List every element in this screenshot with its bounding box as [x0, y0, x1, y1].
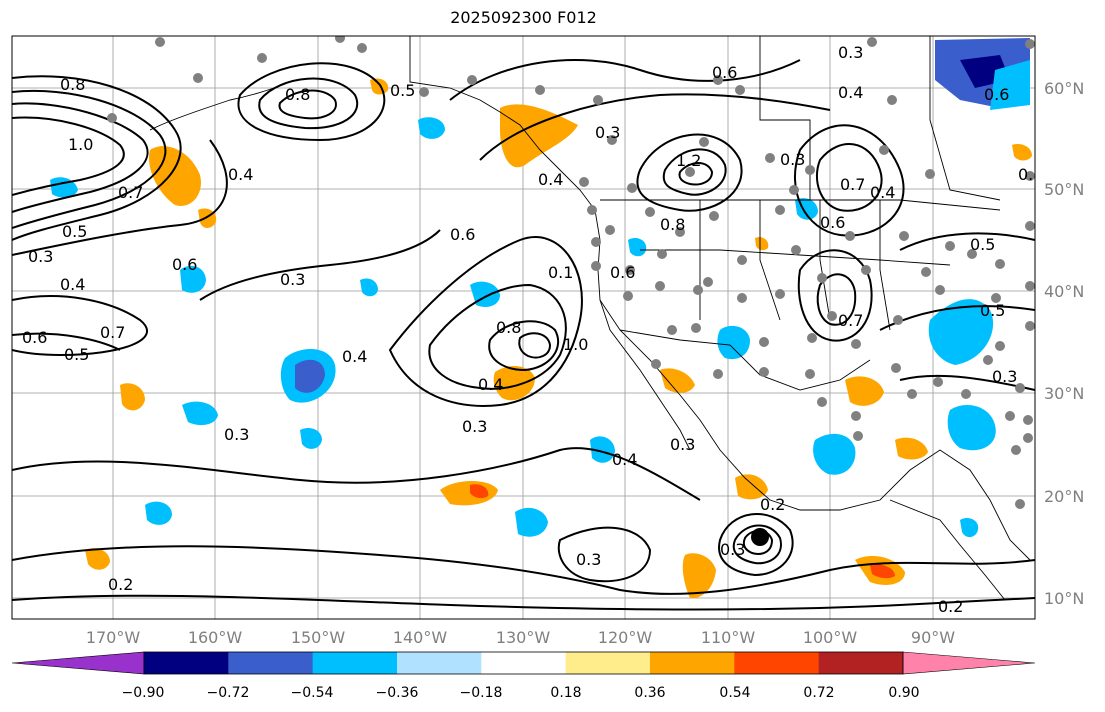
anomaly-shading [50, 38, 1032, 599]
colorbar-tick: −0.72 [207, 685, 250, 701]
contour-label: 0.6 [610, 263, 635, 282]
longitude-labels: 170°W 160°W 150°W 140°W 130°W 120°W 110°… [86, 628, 955, 647]
contour-label: 0.5 [970, 235, 995, 254]
lon-label: 170°W [86, 628, 141, 647]
contour-label: 0.6 [984, 85, 1009, 104]
contour-label: 0.3 [576, 550, 601, 569]
map-title: 2025092300 F012 [450, 8, 597, 27]
contour-label: 0.3 [838, 43, 863, 62]
colorbar-tick: −0.18 [460, 685, 503, 701]
contour-label: 0.7 [840, 175, 865, 194]
contour-label: 0.4 [478, 375, 503, 394]
contour-label: 0.8 [285, 85, 310, 104]
contour-label: 0.4 [838, 83, 863, 102]
contour-label: 0.2 [760, 495, 785, 514]
contour-label: 0.1 [548, 263, 573, 282]
lon-label: 150°W [291, 628, 346, 647]
colorbar-tick: 0.18 [550, 685, 581, 701]
lat-label: 60°N [1044, 79, 1084, 98]
lon-label: 120°W [598, 628, 653, 647]
contour-label: 0.3 [462, 417, 487, 436]
contour-label: 1.2 [676, 151, 701, 170]
colorbar-swatch [818, 652, 904, 674]
colorbar-tick: 0.90 [888, 685, 919, 701]
lon-label: 130°W [496, 628, 551, 647]
contour-label: 0.5 [64, 345, 89, 364]
contour-label: 0.4 [538, 170, 563, 189]
contour-label: 0.8 [660, 215, 685, 234]
lat-label: 10°N [1044, 589, 1084, 608]
colorbar-swatch [650, 652, 735, 674]
colorbar-swatch [481, 652, 567, 674]
contour-label: 0.7 [838, 311, 863, 330]
colorbar-swatch [734, 652, 820, 674]
contour-label: 0.7 [118, 183, 143, 202]
contour-label: 0.6 [820, 213, 845, 232]
contour-label: 0.3 [280, 270, 305, 289]
contour-label: 0.3 [595, 123, 620, 142]
contour-label: 0.3 [28, 247, 53, 266]
contour-label: 0.6 [450, 225, 475, 244]
contour-label: 0.5 [980, 301, 1005, 320]
colorbar-tick: 0.54 [719, 685, 750, 701]
colorbar-swatch [144, 652, 229, 674]
contour-labels: 0.8 0.6 1.0 0.7 0.5 0.3 0.4 0.6 0.5 0.7 … [22, 43, 1043, 616]
contour-label: 0.8 [496, 318, 521, 337]
colorbar-extend-low [11, 651, 145, 675]
contour-label: 0.7 [100, 323, 125, 342]
map-frame [11, 35, 1036, 620]
contour-label: 0.5 [390, 81, 415, 100]
contour-label: 0.6 [712, 63, 737, 82]
colorbar-swatch [397, 652, 482, 674]
colorbar-tick: −0.36 [376, 685, 419, 701]
contour-label: 0.2 [108, 575, 133, 594]
contour-label: 0.3 [224, 425, 249, 444]
contour-label: 0.5 [62, 222, 87, 241]
contour-label: 0.6 [22, 328, 47, 347]
contour-label: 0.8 [1018, 165, 1043, 184]
contour-label: 0.3 [670, 435, 695, 454]
contour-lines [12, 59, 1035, 611]
storm-center-marker [751, 528, 769, 546]
colorbar [11, 651, 1036, 675]
lon-label: 100°W [803, 628, 858, 647]
lon-label: 110°W [701, 628, 756, 647]
contour-label: 0.4 [342, 347, 367, 366]
lat-label: 20°N [1044, 487, 1084, 506]
colorbar-tick: 0.36 [634, 685, 665, 701]
contour-label: 1.0 [68, 135, 93, 154]
colorbar-swatch [312, 652, 398, 674]
lon-label: 160°W [188, 628, 243, 647]
lon-label: 90°W [911, 628, 955, 647]
colorbar-tick: 0.72 [803, 685, 834, 701]
station-markers [107, 36, 1035, 509]
contour-label: 0.4 [60, 275, 85, 294]
colorbar-tick: −0.90 [122, 685, 165, 701]
colorbar-extend-high [902, 651, 1036, 675]
lat-label: 50°N [1044, 180, 1084, 199]
contour-label: 0.4 [612, 450, 637, 469]
contour-label: 0.3 [780, 150, 805, 169]
contour-label: 1.0 [563, 335, 588, 354]
colorbar-border [143, 651, 904, 675]
lat-label: 40°N [1044, 282, 1084, 301]
colorbar-swatch [228, 652, 314, 674]
contour-label: 0.3 [720, 540, 745, 559]
colorbar-tick: −0.54 [291, 685, 334, 701]
latitude-labels: 60°N 50°N 40°N 30°N 20°N 10°N [1044, 79, 1084, 608]
lon-label: 140°W [393, 628, 448, 647]
lat-label: 30°N [1044, 384, 1084, 403]
contour-label: 0.2 [938, 597, 963, 616]
colorbar-tick-labels: −0.90 −0.72 −0.54 −0.36 −0.18 0.18 0.36 … [122, 685, 920, 701]
contour-label: 0.4 [870, 183, 895, 202]
contour-label: 0.4 [228, 165, 253, 184]
contour-label: 0.8 [60, 75, 85, 94]
contour-label: 0.3 [992, 367, 1017, 386]
contour-label: 0.6 [172, 255, 197, 274]
colorbar-swatch [565, 652, 651, 674]
